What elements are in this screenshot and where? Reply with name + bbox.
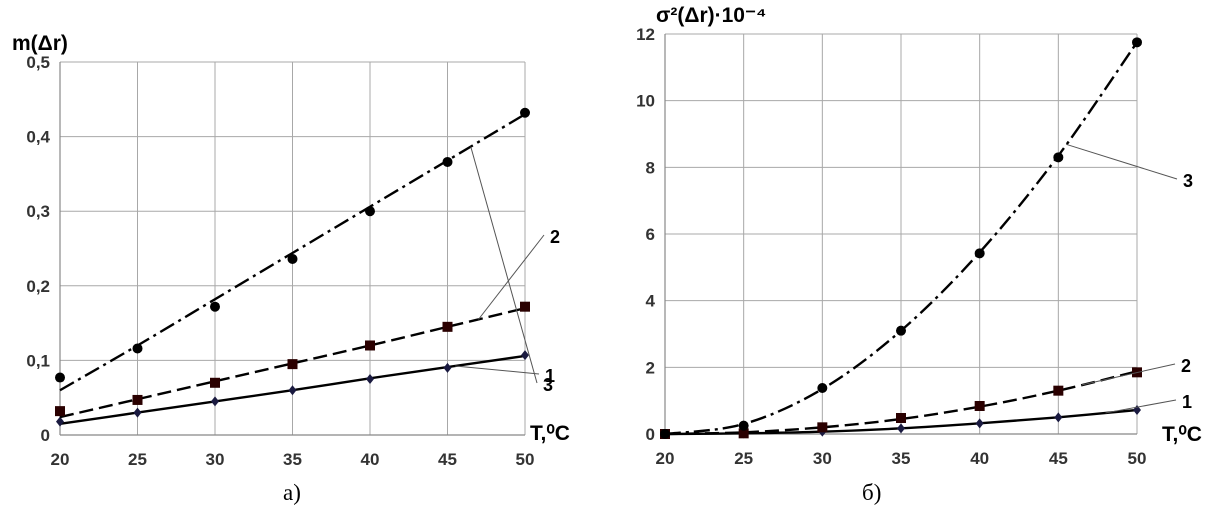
chart-panel-a: 20 25 30 35 40 45 50 0 0,1 0,2 0,3 0,4 0,5 1 2 3 m(Δr) T,… xyxy=(0,0,600,507)
y-tick-label: 4 xyxy=(646,292,656,311)
series-3-point xyxy=(1132,37,1142,48)
x-axis-title: T,⁰C xyxy=(530,422,570,445)
series-3-point xyxy=(738,420,749,431)
series-2-point xyxy=(365,340,375,351)
series-1-point xyxy=(521,350,529,361)
y-axis-title: m(Δr) xyxy=(12,32,68,55)
x-tick-label: 25 xyxy=(128,450,147,469)
x-tick-label: 35 xyxy=(892,449,911,468)
callout-label-1: 1 xyxy=(545,366,555,386)
y-tick-label: 12 xyxy=(636,25,655,44)
series-2-point xyxy=(55,406,65,417)
callout-label-3: 3 xyxy=(1183,171,1193,191)
y-tick-label: 6 xyxy=(646,225,655,244)
chart-caption: б) xyxy=(862,480,881,505)
x-tick-label: 20 xyxy=(656,449,675,468)
callout-leader-3 xyxy=(470,146,538,384)
x-tick-label: 45 xyxy=(1049,449,1068,468)
series-1-point xyxy=(975,418,984,429)
series-1-point xyxy=(133,407,142,418)
series-1-point xyxy=(288,385,297,396)
x-tick-label: 45 xyxy=(438,450,457,469)
callout-leader-2 xyxy=(1081,363,1176,386)
series-3-point xyxy=(896,325,906,336)
chart-b-svg: 20 25 30 35 40 45 50024681012123σ²(Δr)·10⁻⁴T,⁰… xyxy=(636,4,1202,505)
x-tick-label: 50 xyxy=(1128,449,1147,468)
series-1-point xyxy=(897,423,905,434)
series-1-point xyxy=(211,396,219,407)
x-tick-label: 30 xyxy=(206,450,225,469)
series-3-point xyxy=(210,301,220,312)
chart-panel-b: 20 25 30 35 40 45 50 0 2 4 6 8 10 12 1 2 3 σ²(Δr)·10⁻⁴ T,⁰… xyxy=(600,0,1213,507)
y-tick-label: 10 xyxy=(636,92,655,111)
series-3-point xyxy=(520,107,530,118)
series-2-point xyxy=(442,321,453,332)
series-1-point xyxy=(443,362,452,373)
series-2-point xyxy=(817,422,828,433)
y-tick-label: 0,2 xyxy=(26,277,50,296)
series-3-point xyxy=(55,372,65,383)
series-3-point xyxy=(817,383,828,393)
y-tick-label: 0,5 xyxy=(26,53,50,72)
y-axis-title: σ²(Δr)·10⁻⁴ xyxy=(656,4,766,27)
y-tick-label: 0,3 xyxy=(26,202,50,221)
series-3-line xyxy=(664,41,1138,436)
series-2-point xyxy=(896,413,906,423)
series-2-point xyxy=(1053,385,1064,396)
series-1-point xyxy=(366,374,374,385)
y-tick-label: 0,1 xyxy=(26,351,50,370)
chart-a-svg: 20 25 30 35 40 45 50 0 0,1 0,2 0,3 0,4 0,5 1 2 3 m(Δr) T,… xyxy=(12,32,570,505)
callout-label-1: 1 xyxy=(1182,392,1192,412)
series-3-point xyxy=(365,206,375,217)
series-3-point xyxy=(442,156,453,167)
y-tick-label: 2 xyxy=(646,358,655,377)
series-3-point xyxy=(1053,152,1064,163)
x-axis-title: T,⁰C xyxy=(1162,423,1202,446)
y-tick-label: 0 xyxy=(646,425,655,444)
series-2-point xyxy=(738,428,749,439)
x-tick-label: 25 xyxy=(734,449,753,468)
y-tick-label: 0,4 xyxy=(26,128,50,147)
series-3-point xyxy=(287,253,298,264)
callout-label-2: 2 xyxy=(1181,356,1191,376)
callout-leader-2 xyxy=(478,234,545,320)
series-1-point xyxy=(56,416,64,427)
series-2-point xyxy=(520,301,530,312)
series-2-point xyxy=(210,377,220,388)
series-3-point xyxy=(974,248,985,259)
series-1-point xyxy=(1054,412,1063,423)
callout-leader-1 xyxy=(455,365,540,375)
x-tick-label: 50 xyxy=(516,450,535,469)
callout-label-2: 2 xyxy=(550,227,560,247)
chart-caption: а) xyxy=(283,480,301,505)
x-tick-label: 30 xyxy=(813,449,832,468)
x-tick-label: 40 xyxy=(970,449,989,468)
callout-label-3: 3 xyxy=(543,375,553,395)
series-2-point xyxy=(132,394,143,405)
callout-leader-3 xyxy=(1066,143,1178,180)
y-tick-label: 8 xyxy=(646,158,655,177)
y-tick-label: 0 xyxy=(41,426,50,445)
series-3-point xyxy=(132,343,143,354)
series-3-point xyxy=(660,429,670,439)
x-tick-label: 20 xyxy=(51,450,70,469)
callout-leader-1 xyxy=(1105,399,1177,414)
series-2-point xyxy=(974,401,985,411)
series-2-point xyxy=(287,359,298,370)
x-tick-label: 40 xyxy=(361,450,380,469)
x-tick-label: 35 xyxy=(283,450,302,469)
